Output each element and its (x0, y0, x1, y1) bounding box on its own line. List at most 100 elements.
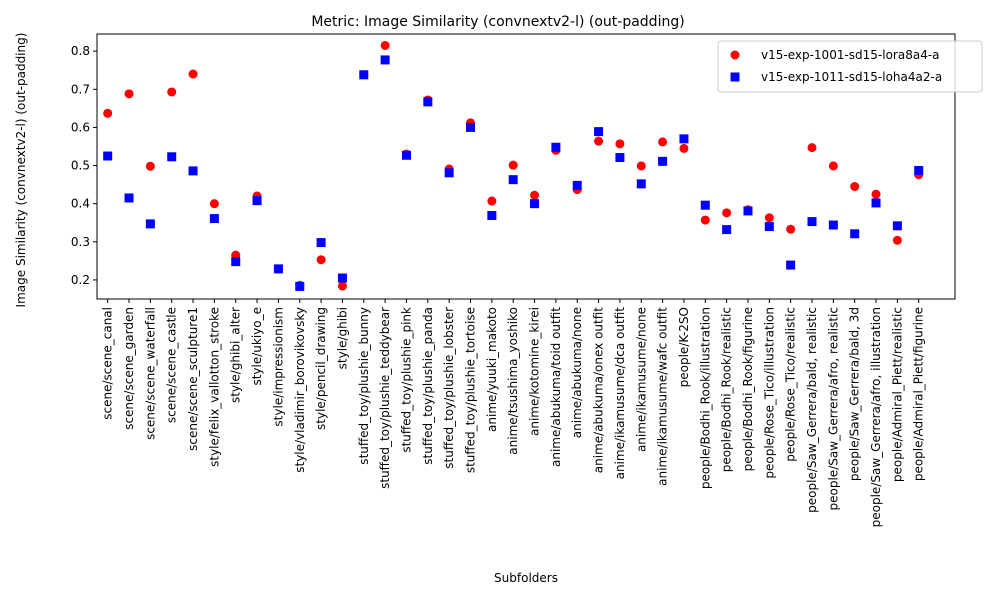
data-point (786, 224, 796, 234)
data-point (359, 70, 369, 80)
data-point (530, 199, 540, 209)
x-tick-label: style/ghibi_alter (229, 307, 243, 403)
plot-area (103, 40, 924, 291)
x-tick-label: people/Rose_Tico/illustration (762, 307, 776, 479)
data-point (679, 143, 689, 153)
x-tick-label: anime/abukuma/onex outfit (592, 307, 606, 474)
data-point (850, 182, 860, 192)
data-point (722, 208, 732, 218)
y-tick-label: 0.4 (71, 197, 90, 211)
x-tick-label: style/ukiyo_e (250, 307, 264, 386)
data-point (850, 229, 860, 239)
data-point (209, 214, 219, 224)
data-point (615, 153, 625, 163)
data-point (508, 175, 518, 185)
data-point (700, 200, 710, 210)
x-tick-label: anime/abukuma/toid outfit (549, 307, 563, 467)
x-tick-label: stuffed_toy/plushie_panda (421, 307, 435, 465)
data-point (103, 108, 113, 118)
data-point (807, 143, 817, 153)
data-point (103, 151, 113, 161)
x-tick-label: stuffed_toy/plushie_pink (399, 307, 413, 453)
data-point (145, 161, 155, 171)
x-tick-label: stuffed_toy/plushie_lobster (442, 307, 456, 469)
x-tick-label: anime/ikamusume/dca outfit (613, 307, 627, 480)
x-tick-label: anime/tsushima_yoshiko (506, 307, 520, 455)
data-point (273, 264, 283, 274)
y-tick-label: 0.6 (71, 120, 90, 134)
x-tick-label: people/Saw_Gerrera/bald, 3d (848, 307, 862, 481)
data-point (743, 206, 753, 216)
data-point (444, 168, 454, 178)
x-tick-label: style/vladimir_borovikovsky (293, 307, 307, 473)
data-point (828, 161, 838, 171)
data-point (722, 225, 732, 235)
x-tick-label: scene/scene_sculpture1 (186, 307, 200, 451)
data-point (828, 220, 838, 230)
legend-marker (730, 50, 740, 60)
data-point (594, 136, 604, 146)
data-point (700, 215, 710, 225)
data-point (188, 69, 198, 79)
data-point (188, 166, 198, 176)
x-tick-label: people/Bodhi_Rook/illustration (698, 307, 712, 489)
data-point (316, 255, 326, 265)
y-tick-label: 0.3 (71, 235, 90, 249)
legend-label: v15-exp-1001-sd15-lora8a4-a (761, 48, 940, 62)
x-tick-label: people/Saw_Gerrera/afro, realistic (826, 307, 840, 510)
x-tick-label: style/pencil_drawing (314, 307, 328, 430)
data-point (337, 273, 347, 283)
data-point (636, 179, 646, 189)
x-tick-label: style/impressionism (271, 307, 285, 427)
data-point (231, 257, 241, 267)
data-point (594, 127, 604, 137)
chart-title: Metric: Image Similarity (convnextv2-l) … (311, 14, 684, 30)
legend: v15-exp-1001-sd15-lora8a4-a v15-exp-1011-… (717, 40, 983, 93)
data-point (401, 150, 411, 160)
x-tick-label: scene/scene_garden (122, 307, 136, 430)
data-point (145, 219, 155, 229)
x-tick-label: stuffed_toy/plushie_tortoise (464, 307, 478, 473)
x-tick-label: people/Saw_Gerrera/afro, illustration (869, 307, 883, 527)
x-tick-label: anime/ikamusume/none (634, 307, 648, 452)
x-tick-label: stuffed_toy/plushie_teddybear (378, 307, 392, 489)
data-point (892, 235, 902, 245)
x-tick-label: people/Saw_Gerrera/bald, realistic (805, 307, 819, 513)
plot-frame (96, 33, 956, 300)
x-axis-label: Subfolders (494, 571, 558, 585)
data-point (914, 166, 924, 176)
data-point (764, 222, 774, 232)
data-point (316, 238, 326, 248)
y-tick-label: 0.2 (71, 273, 90, 287)
data-point (252, 196, 262, 206)
data-point (209, 199, 219, 209)
x-tick-label: people/K-2SO (677, 307, 691, 387)
y-tick-label: 0.8 (71, 44, 90, 58)
series-2 (103, 55, 924, 291)
data-point (466, 122, 476, 132)
data-point (871, 189, 881, 199)
x-tick-label: people/Rose_Tico/realistic (784, 307, 798, 462)
x-tick-label: people/Bodhi_Rook/figurine (741, 307, 755, 471)
y-tick-label: 0.5 (71, 159, 90, 173)
data-point (124, 193, 134, 203)
x-tick-label: style/ghibi (335, 307, 349, 369)
data-point (892, 221, 902, 231)
legend-label: v15-exp-1011-sd15-loha4a2-a (761, 70, 942, 84)
x-tick-label: anime/ikamusume/wafc outfit (656, 307, 670, 486)
data-point (636, 161, 646, 171)
y-axis-label: Image Similarity (convnextv2-l) (out-pad… (14, 33, 28, 308)
x-tick-label: scene/scene_waterfall (143, 307, 157, 440)
x-tick-label: people/Bodhi_Rook/realistic (720, 307, 734, 472)
data-point (380, 55, 390, 65)
data-point (508, 160, 518, 170)
x-tick-label: anime/yuuki_makoto (485, 307, 499, 432)
data-point (167, 87, 177, 97)
x-tick-label: scene/scene_castle (165, 307, 179, 423)
data-point (487, 196, 497, 206)
x-tick-label: anime/kotomine_kirei (528, 307, 542, 436)
data-point (615, 139, 625, 149)
y-tick-label: 0.7 (71, 82, 90, 96)
data-point (658, 137, 668, 147)
